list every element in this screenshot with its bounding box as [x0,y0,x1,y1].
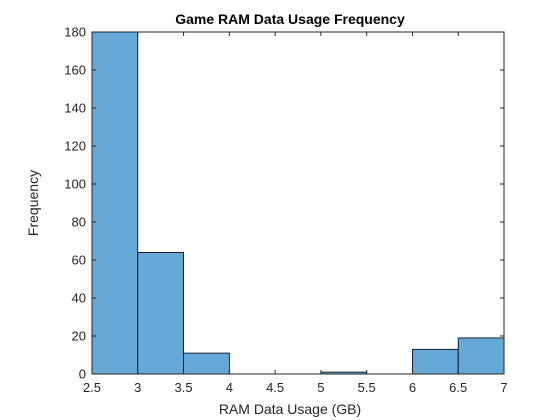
chart-title: Game RAM Data Usage Frequency [175,11,405,27]
x-tick-label: 5.5 [358,380,376,395]
y-tick-label: 100 [64,177,86,192]
y-tick-label: 120 [64,139,86,154]
plot-frame [91,31,505,375]
y-tick-label: 80 [72,215,86,230]
x-tick-label: 3 [134,380,141,395]
y-tick-label: 40 [72,291,86,306]
y-tick-label: 20 [72,329,86,344]
y-tick-label: 140 [64,101,86,116]
x-tick-label: 5 [317,380,324,395]
y-axis-label: Frequency [25,170,41,236]
x-tick-label: 2.5 [83,380,101,395]
histogram-bar [183,352,230,375]
y-tick-label: 0 [79,367,86,382]
x-tick-label: 6 [409,380,416,395]
histogram-bar [457,337,505,375]
x-tick-label: 4.5 [266,380,284,395]
ticks-group: 2.5 3 3.5 4 4.5 5 5.5 6 6.5 7 0 20 40 60 80 100 120 140 16… [64,25,507,396]
y-tick-label: 180 [64,25,86,40]
bars-group [91,31,505,375]
histogram-bar [137,251,184,375]
x-tick-label: 4 [226,380,233,395]
histogram-bar [412,348,459,375]
histogram-bar [91,31,139,375]
x-tick-label: 6.5 [449,380,467,395]
y-tick-label: 160 [64,63,86,78]
x-tick-label: 3.5 [175,380,193,395]
y-tick-label: 60 [72,253,86,268]
x-axis-label: RAM Data Usage (GB) [219,401,361,417]
x-tick-label: 7 [500,380,507,395]
